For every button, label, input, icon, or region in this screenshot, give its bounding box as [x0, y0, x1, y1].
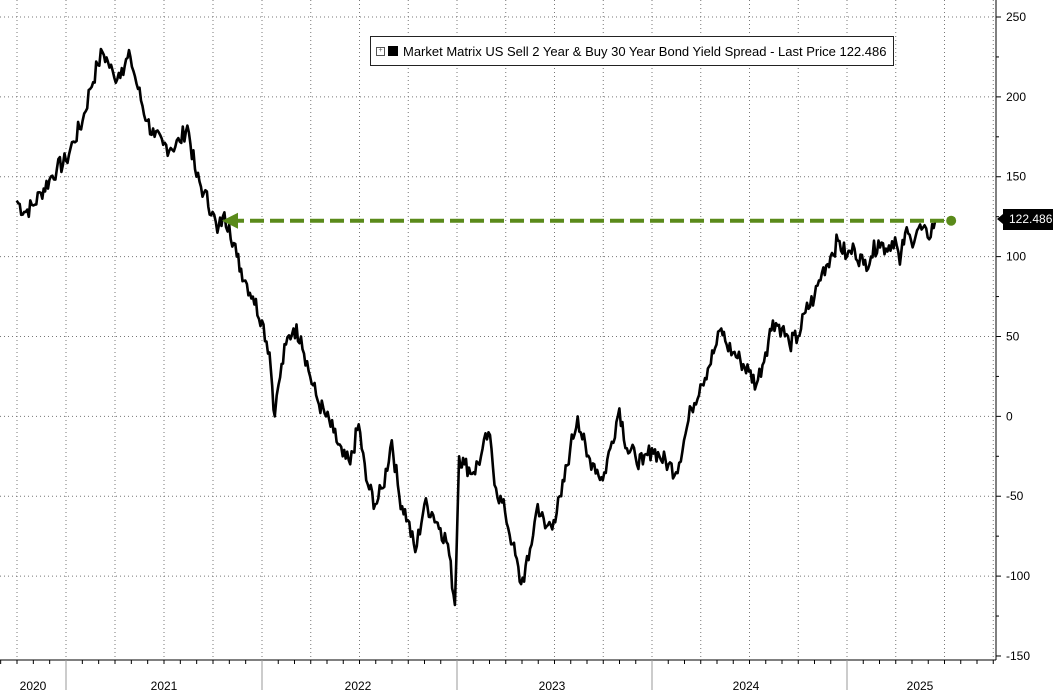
- x-tick-label: 2022: [345, 679, 372, 693]
- grid-lines: [0, 0, 996, 660]
- y-tick-label: 50: [1006, 329, 1020, 343]
- last-price-label: 122.486: [996, 209, 1053, 230]
- series-line-group: [15, 47, 937, 607]
- y-tick-label: 150: [1006, 170, 1026, 184]
- y-tick-label: 100: [1006, 250, 1026, 264]
- legend-label: Market Matrix US Sell 2 Year & Buy 30 Ye…: [403, 43, 887, 59]
- chart-legend: + Market Matrix US Sell 2 Year & Buy 30 …: [370, 36, 895, 66]
- y-tick-label: 0: [1006, 409, 1013, 423]
- reference-end-dot: [946, 215, 957, 226]
- x-tick-label: 2025: [907, 679, 934, 693]
- x-tick-label: 2024: [733, 679, 760, 693]
- y-axis: 250 200 150 100 50 0 -50 -100 -150: [995, 0, 1030, 663]
- y-tick-label: -100: [1006, 569, 1030, 583]
- y-tick-label: 250: [1006, 10, 1026, 24]
- series-line: [15, 47, 937, 607]
- legend-swatch: [388, 46, 398, 56]
- y-tick-label: -50: [1006, 489, 1024, 503]
- reference-line-group: [222, 212, 957, 229]
- x-tick-label: 2021: [151, 679, 178, 693]
- y-tick-label: -150: [1006, 649, 1030, 663]
- x-tick-label: 2020: [20, 679, 47, 693]
- expand-icon[interactable]: +: [376, 46, 385, 56]
- x-axis: 2020 2021 2022 2023 2024 2025: [0, 659, 996, 693]
- reference-arrow-head: [222, 212, 239, 229]
- y-tick-label: 200: [1006, 90, 1026, 104]
- x-tick-label: 2023: [539, 679, 566, 693]
